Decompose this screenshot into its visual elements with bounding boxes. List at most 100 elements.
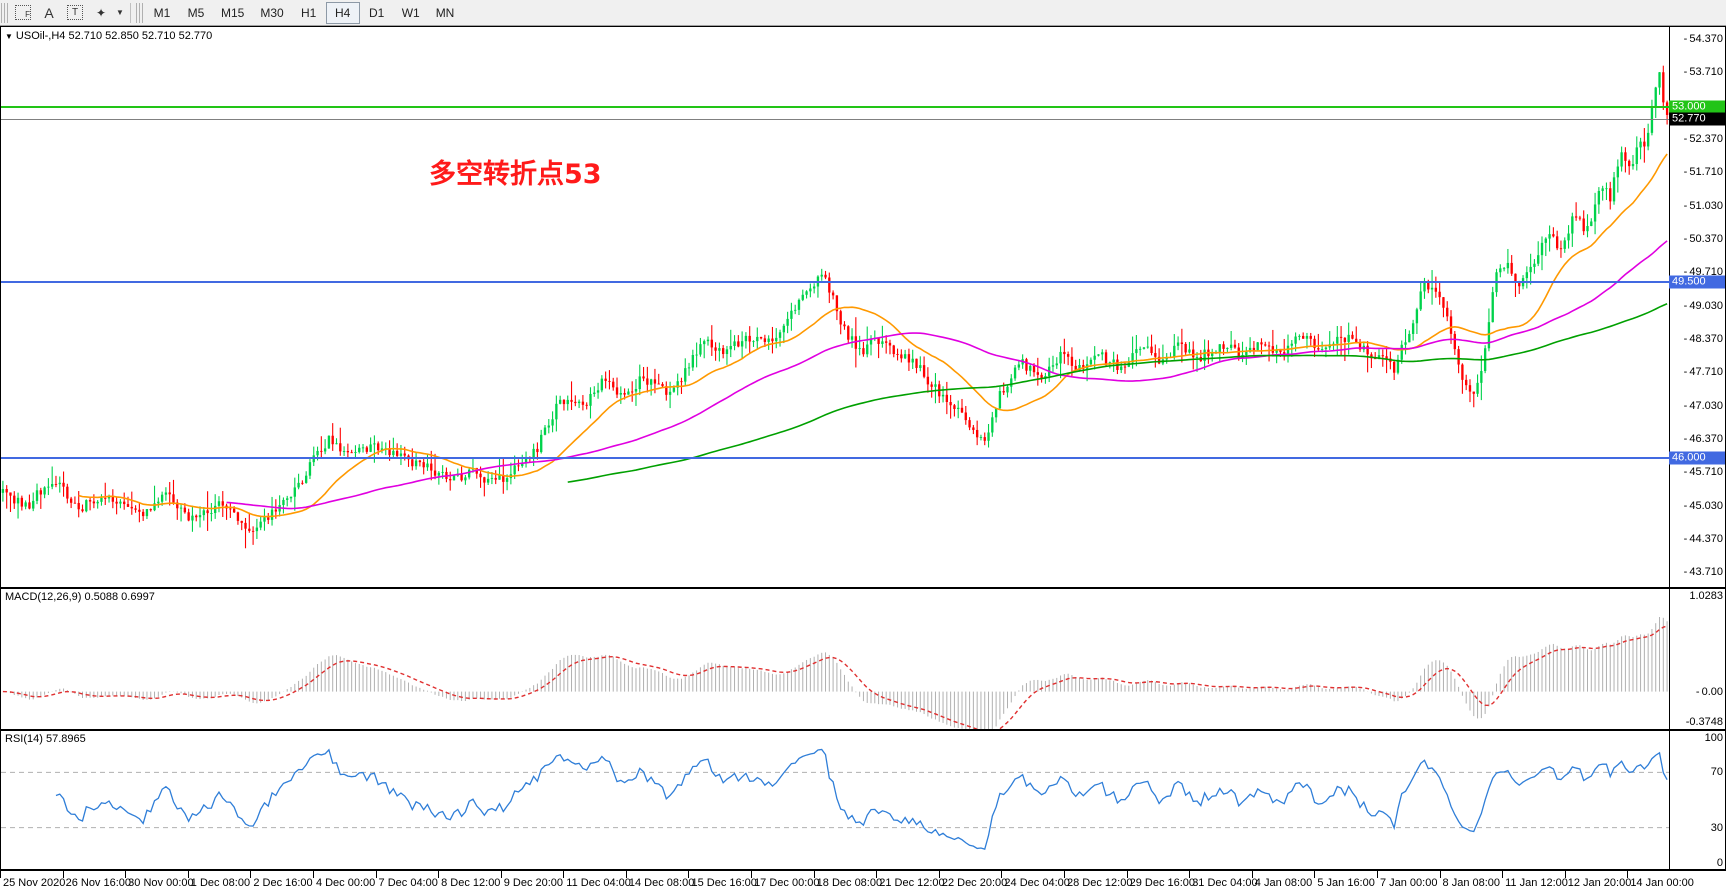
text-label-glyph: A xyxy=(44,4,54,21)
level-line-support-46[interactable] xyxy=(1,456,1669,459)
time-axis-label: 21 Dec 12:00 xyxy=(879,877,945,889)
rsi-plot[interactable] xyxy=(1,731,1669,869)
time-tick xyxy=(1627,871,1629,878)
level-tag-support-49-5[interactable]: 49.500 xyxy=(1669,275,1725,289)
macd-header: MACD(12,26,9) 0.5088 0.6997 xyxy=(5,591,155,603)
price-tick: -47.030 xyxy=(1683,400,1723,413)
time-axis-label: 8 Dec 12:00 xyxy=(441,877,501,889)
rsi-tick: 30 xyxy=(1710,821,1723,834)
timeframe-m30[interactable]: M30 xyxy=(260,5,284,20)
price-tick: -47.710 xyxy=(1683,366,1723,379)
toolbar-separator xyxy=(130,2,131,23)
time-tick xyxy=(250,871,252,878)
price-plot[interactable] xyxy=(1,27,1669,587)
price-pane[interactable]: -54.370 -53.710 -52.370 -51.710 -51.030 -50.3… xyxy=(0,26,1726,588)
rsi-header: RSI(14) 57.8965 xyxy=(5,733,86,745)
time-tick xyxy=(813,871,815,878)
macd-tick: -0.3748 xyxy=(1685,716,1723,728)
timeframe-m5[interactable]: M5 xyxy=(187,5,205,20)
time-tick xyxy=(1439,871,1441,878)
toolbar-grip-2[interactable] xyxy=(136,2,143,23)
price-scale[interactable]: -54.370 -53.710 -52.370 -51.710 -51.030 -50.3… xyxy=(1669,27,1725,587)
time-tick xyxy=(1001,871,1003,878)
toolbar-grip-1[interactable] xyxy=(1,2,8,23)
time-tick xyxy=(938,871,940,878)
time-tick xyxy=(1064,871,1065,878)
time-axis[interactable]: 25 Nov 2020 26 Nov 16:00 30 Nov 00:00 1 Dec… xyxy=(0,870,1726,895)
candlestick-series xyxy=(1,27,1669,587)
time-axis-label: 7 Dec 04:00 xyxy=(378,877,438,889)
crosshair-template-icon[interactable]: F xyxy=(10,2,36,24)
level-tag-resistance-53[interactable]: 53.000 xyxy=(1669,100,1725,114)
objects-glyph: ✦ xyxy=(95,5,107,20)
macd-series xyxy=(1,589,1669,729)
timeframe-d1[interactable]: D1 xyxy=(369,5,385,20)
time-axis-label: 14 Dec 08:00 xyxy=(628,877,695,889)
objects-icon[interactable]: ✦ xyxy=(88,2,114,24)
time-axis-label: 17 Dec 00:00 xyxy=(754,877,820,889)
price-tick: -52.370 xyxy=(1683,132,1723,145)
chevron-down-icon[interactable]: ▼ xyxy=(116,8,124,17)
text-label-icon[interactable]: A xyxy=(36,2,62,24)
price-tick: -49.710 xyxy=(1683,265,1723,278)
time-axis-label: 25 Nov 2020 xyxy=(3,877,66,889)
time-tick xyxy=(125,871,127,878)
price-tick: -53.710 xyxy=(1683,65,1723,78)
macd-tick: -0.00 xyxy=(1695,685,1723,698)
time-tick xyxy=(1189,871,1191,878)
timeframe-h4[interactable]: H4 xyxy=(325,1,360,24)
macd-plot[interactable] xyxy=(1,589,1669,729)
level-line-resistance-53[interactable] xyxy=(1,106,1669,109)
rsi-tick: 0 xyxy=(1716,857,1723,869)
rsi-scale[interactable]: 100 70 30 0 xyxy=(1669,731,1725,869)
current-price-line xyxy=(1,118,1669,120)
time-tick xyxy=(751,871,753,878)
price-tick: -44.370 xyxy=(1683,533,1723,546)
timeframe-h1[interactable]: H1 xyxy=(301,5,317,20)
time-tick xyxy=(375,871,377,878)
price-tick: -54.370 xyxy=(1683,32,1723,45)
time-axis-label: 18 Dec 08:00 xyxy=(816,877,883,889)
crosshair-template-glyph: F xyxy=(15,5,31,20)
time-tick xyxy=(1126,871,1128,878)
price-tick: -51.030 xyxy=(1683,199,1723,212)
symbol-ohlc-text: USOil-,H4 52.710 52.850 52.710 52.770 xyxy=(15,30,213,42)
time-tick xyxy=(187,871,189,878)
timeframe-mn[interactable]: MN xyxy=(435,5,455,20)
time-tick xyxy=(1314,871,1316,878)
time-axis-label: 15 Dec 16:00 xyxy=(691,877,757,889)
time-tick xyxy=(563,871,565,878)
level-line-support-49-5[interactable] xyxy=(1,281,1669,284)
time-axis-label: 11 Dec 04:00 xyxy=(566,877,631,889)
time-tick xyxy=(1251,871,1253,878)
time-tick xyxy=(1502,871,1504,878)
collapse-icon[interactable]: ▼ xyxy=(5,32,13,41)
time-axis-label: 4 Dec 00:00 xyxy=(315,877,376,889)
rsi-tick: 100 xyxy=(1704,732,1723,744)
time-axis-label: 22 Dec 20:00 xyxy=(941,877,1008,889)
timeframe-m15[interactable]: M15 xyxy=(221,5,245,20)
time-axis-label: 9 Dec 20:00 xyxy=(503,877,564,889)
time-tick xyxy=(876,871,878,878)
price-tick: -43.710 xyxy=(1683,566,1723,579)
macd-scale[interactable]: 1.0283 -0.00 -0.3748 xyxy=(1669,589,1725,729)
time-axis-label: 5 Jan 16:00 xyxy=(1317,877,1375,889)
time-axis-label: 4 Jan 08:00 xyxy=(1254,877,1313,889)
time-axis-label: 1 Dec 08:00 xyxy=(190,877,251,889)
timeframe-w1[interactable]: W1 xyxy=(401,5,420,20)
time-axis-label: 7 Jan 00:00 xyxy=(1379,877,1438,889)
price-tick: -49.030 xyxy=(1683,299,1723,312)
level-tag-support-46[interactable]: 46.000 xyxy=(1669,451,1725,465)
time-tick xyxy=(500,871,502,878)
rsi-pane[interactable]: 100 70 30 0 RSI(14) 57.8965 xyxy=(0,730,1726,870)
timeframe-m1[interactable]: M1 xyxy=(153,5,171,20)
chart-area: -54.370 -53.710 -52.370 -51.710 -51.030 -50.3… xyxy=(0,26,1726,895)
timeframe-group: M1 M5 M15 M30 H1 H4 D1 W1 MN xyxy=(145,1,462,24)
macd-pane[interactable]: 1.0283 -0.00 -0.3748 MACD(12,26,9) 0.5088 … xyxy=(0,588,1726,730)
time-axis-label: 29 Dec 16:00 xyxy=(1129,877,1196,889)
text-object-icon[interactable]: T xyxy=(62,2,88,24)
time-tick xyxy=(1564,871,1566,878)
time-tick xyxy=(62,871,64,878)
time-axis-label: 12 Jan 20:00 xyxy=(1567,877,1632,889)
time-axis-label: 28 Dec 12:00 xyxy=(1067,877,1133,889)
